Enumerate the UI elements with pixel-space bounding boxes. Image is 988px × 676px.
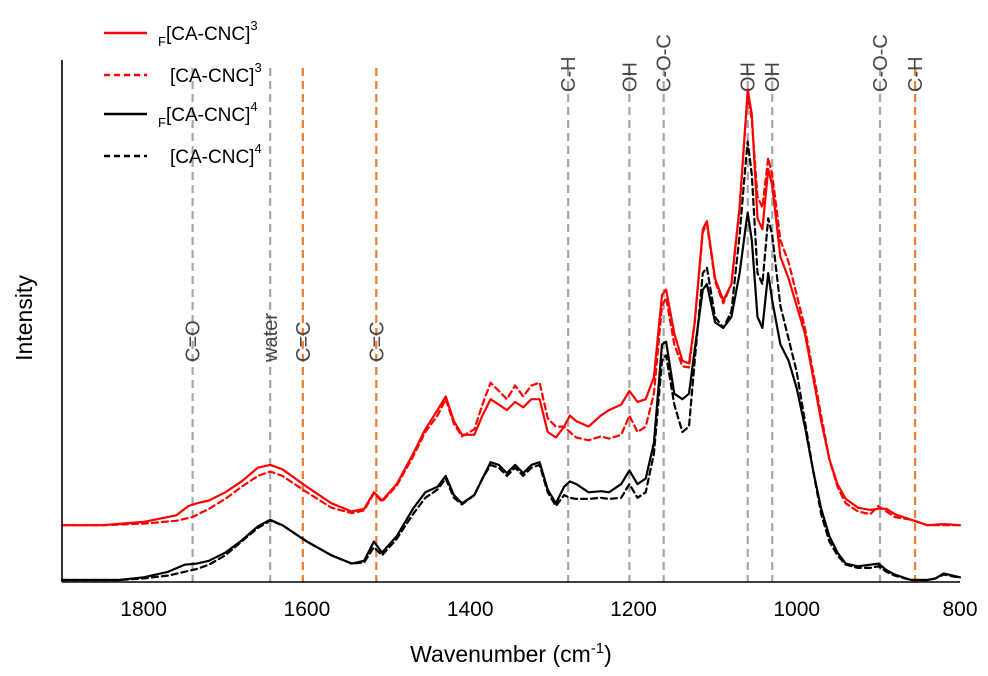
annotation-label-7: OH [738, 62, 760, 92]
legend-superscript-3: 4 [254, 141, 261, 156]
annotation-label-1: water [260, 313, 282, 363]
legend-superscript-1: 3 [254, 60, 261, 75]
legend-superscript-2: 4 [250, 99, 257, 114]
legend-subscript-0: F [158, 34, 166, 49]
annotation-label-9: C-O-C [870, 34, 892, 92]
series-line-3 [60, 140, 962, 582]
legend-name-2: [CA-CNC] [166, 105, 250, 126]
legend-subscript-2: F [158, 115, 166, 130]
x-axis-title-end: ) [604, 641, 612, 667]
x-tick-label-2: 1400 [447, 598, 494, 621]
legend-label-2: F[CA-CNC]4 [158, 99, 258, 130]
annotation-layer: C=O water C=C C=CC-H OH C-O-C OH OH C-O-C C-H [183, 34, 927, 582]
x-tick-label-4: 1000 [773, 598, 820, 621]
axes-layer: Intensity Wavenumber (cm-1) [11, 60, 960, 667]
x-tick-label-3: 1200 [610, 598, 657, 621]
legend-name-0: [CA-CNC] [166, 24, 250, 45]
x-tick-label-0: 1800 [120, 598, 167, 621]
x-tick-layer: 1800 1600 1400 1200 1000 800 [120, 598, 977, 621]
legend-label-1: [CA-CNC]3 [170, 60, 262, 87]
x-axis-title-sup: -1 [591, 640, 604, 657]
annotation-label-4: C-H [558, 56, 580, 92]
annotation-label-3: C=C [366, 321, 388, 362]
legend-superscript-0: 3 [250, 18, 257, 33]
legend-label-3: [CA-CNC]4 [170, 141, 262, 168]
annotation-label-8: OH [762, 62, 784, 92]
annotation-label-10: C-H [905, 56, 927, 92]
legend-name-3: [CA-CNC] [170, 147, 254, 168]
x-tick-label-1: 1600 [284, 598, 331, 621]
annotation-label-2: C=C [293, 321, 315, 362]
annotation-label-5: OH [619, 62, 641, 92]
y-axis-title: Intensity [11, 275, 37, 361]
series-layer [60, 88, 962, 582]
x-axis-title-main: Wavenumber (cm [410, 641, 591, 667]
annotation-label-6: C-O-C [654, 34, 676, 92]
series-line-1 [60, 93, 962, 527]
legend-label-0: F[CA-CNC]3 [158, 18, 258, 49]
x-axis-title: Wavenumber (cm-1) [410, 640, 612, 667]
annotation-label-0: C=O [183, 320, 205, 362]
x-tick-label-5: 800 [942, 598, 977, 621]
legend: F[CA-CNC]3[CA-CNC]3F[CA-CNC]4[CA-CNC]4 [104, 18, 262, 168]
legend-name-1: [CA-CNC] [170, 66, 254, 87]
